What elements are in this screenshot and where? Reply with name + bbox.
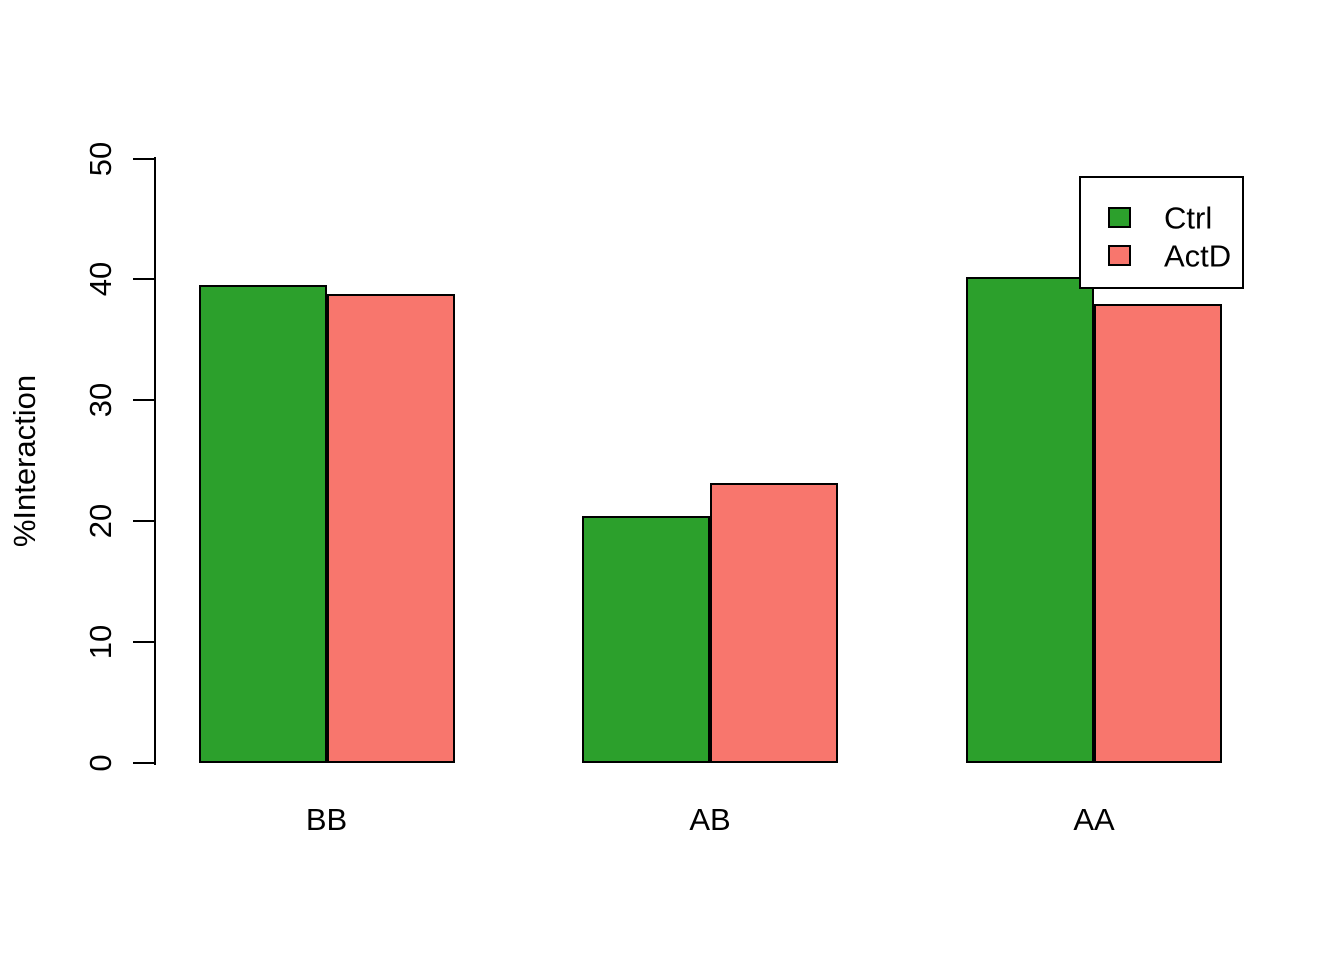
bar-ab-ctrl <box>582 516 710 763</box>
x-axis-label-aa: AA <box>1073 802 1115 837</box>
y-tick-label-20: 20 <box>83 503 118 539</box>
y-tick-label-40: 40 <box>83 262 118 297</box>
x-axis-label-ab: AB <box>689 802 731 837</box>
y-tick-30 <box>133 399 155 402</box>
legend-label-ctrl: Ctrl <box>1164 200 1213 235</box>
y-tick-label-0: 0 <box>83 754 118 772</box>
legend: Ctrl ActD <box>1079 176 1244 289</box>
legend-swatch-ctrl <box>1108 207 1131 228</box>
bar-aa-ctrl <box>966 276 1094 763</box>
bar-aa-actd <box>1094 303 1222 763</box>
y-tick-label-30: 30 <box>83 383 118 418</box>
x-axis-label-bb: BB <box>305 802 348 837</box>
bar-bb-actd <box>326 293 455 763</box>
legend-label-actd: ActD <box>1164 238 1232 273</box>
y-tick-0 <box>133 762 155 764</box>
y-tick-20 <box>133 520 155 523</box>
y-axis-line <box>154 157 156 765</box>
y-axis-title: %Interaction <box>7 374 42 548</box>
y-tick-40 <box>133 278 155 281</box>
bar-bb-ctrl <box>198 285 327 763</box>
y-tick-50 <box>133 157 155 160</box>
y-tick-10 <box>133 641 155 644</box>
bar-ab-actd <box>710 482 838 763</box>
y-tick-label-10: 10 <box>83 624 118 660</box>
legend-swatch-actd <box>1108 245 1131 266</box>
y-tick-label-50: 50 <box>83 141 118 176</box>
